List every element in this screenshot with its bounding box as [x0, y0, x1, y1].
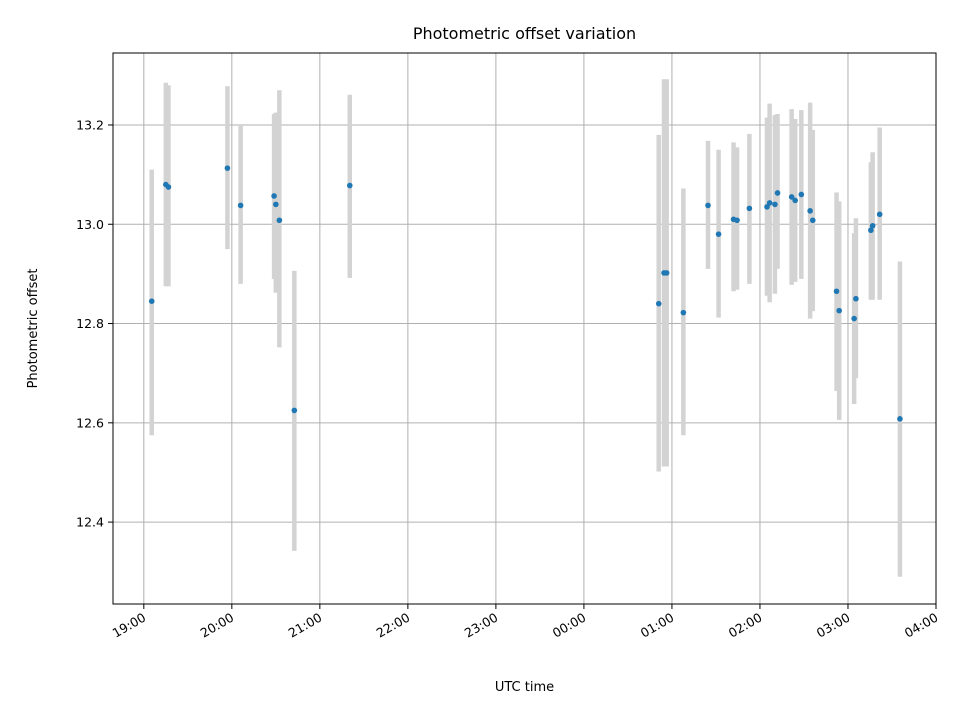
x-tick-label: 01:00: [638, 610, 677, 641]
y-axis-label: Photometric offset: [26, 269, 41, 389]
data-point: [663, 270, 670, 276]
data-point: [148, 298, 155, 304]
y-tick-label: 12.4: [76, 515, 104, 530]
x-tick-label: 21:00: [286, 610, 325, 641]
x-tick-label: 23:00: [462, 610, 501, 641]
data-point: [273, 201, 279, 208]
data-point: [807, 208, 813, 214]
data-point: [655, 300, 662, 307]
x-tick-label: 22:00: [374, 610, 413, 641]
data-point: [705, 202, 711, 209]
y-tick-label: 12.6: [76, 415, 104, 430]
data-point: [897, 416, 903, 422]
y-tick-label: 12.8: [76, 316, 104, 331]
data-point: [833, 288, 840, 295]
data-point: [774, 190, 781, 196]
data-point: [836, 307, 842, 314]
data-point: [788, 194, 795, 200]
data-point: [851, 315, 857, 322]
data-point: [766, 200, 773, 206]
x-tick-label: 20:00: [198, 610, 237, 641]
data-point: [798, 191, 805, 198]
data-point: [869, 222, 876, 229]
y-tick-label: 13.0: [76, 217, 104, 232]
data-point: [764, 204, 770, 210]
error-bars: [149, 79, 903, 577]
data-point: [868, 227, 874, 234]
data-point: [715, 231, 722, 237]
data-point: [746, 205, 753, 212]
plot-frame: [112, 52, 937, 605]
x-axis-label: UTC time: [495, 680, 554, 695]
x-tick-label: 19:00: [110, 610, 149, 641]
grid: [113, 53, 937, 604]
x-tick-label: 04:00: [902, 610, 941, 641]
data-point: [165, 184, 172, 190]
data-point: [291, 407, 298, 414]
chart-title: Photometric offset variation: [413, 24, 636, 43]
data-point: [853, 295, 859, 302]
data-point: [224, 165, 231, 171]
data-point: [237, 202, 244, 209]
data-point: [792, 197, 798, 204]
x-tick-label: 03:00: [814, 610, 853, 641]
data-point: [734, 217, 740, 224]
data-points: [148, 165, 903, 422]
data-point: [346, 182, 353, 189]
data-point: [271, 193, 277, 199]
data-point: [809, 217, 816, 224]
y-tick-label: 13.2: [76, 117, 104, 132]
x-tick-label: 00:00: [550, 610, 589, 641]
data-point: [680, 309, 687, 316]
x-tick-label: 02:00: [726, 610, 765, 641]
data-point: [276, 217, 283, 224]
data-point: [876, 211, 883, 218]
data-point: [772, 201, 778, 208]
